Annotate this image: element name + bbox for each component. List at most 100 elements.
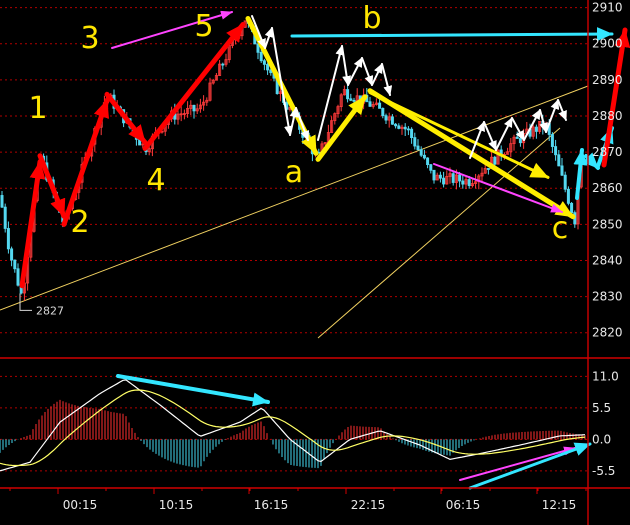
candle-body bbox=[486, 168, 490, 170]
candle-body bbox=[182, 113, 186, 115]
price-tick-label: 2900 bbox=[592, 37, 623, 51]
candle-body bbox=[371, 104, 375, 107]
candle-body bbox=[387, 116, 391, 121]
wave-labels: 2827 1 2 3 4 5 a b c bbox=[19, 1, 569, 317]
price-tick-label: 2910 bbox=[592, 1, 623, 15]
macd-divergence-arrow bbox=[459, 446, 576, 481]
wave-label-5: 5 bbox=[194, 9, 213, 44]
candle-body bbox=[147, 148, 151, 153]
sub-wave-arrow bbox=[317, 45, 345, 141]
trendline-support bbox=[0, 85, 589, 311]
candle-body bbox=[211, 79, 215, 84]
wave-label-c: c bbox=[552, 211, 569, 246]
wave-b-arrow bbox=[315, 94, 368, 162]
candle-body bbox=[493, 156, 497, 165]
candle-body bbox=[413, 137, 417, 147]
candle-body bbox=[214, 75, 218, 81]
candle-body bbox=[3, 206, 7, 229]
sub-wave-arrow bbox=[523, 109, 541, 141]
wave-label-3: 3 bbox=[80, 21, 99, 56]
candle-body bbox=[0, 195, 4, 208]
macd-bottom-arrow bbox=[468, 442, 592, 490]
price-tick-label: 2860 bbox=[592, 181, 623, 195]
price-tick-label: 2880 bbox=[592, 109, 623, 123]
price-tick-label: 2830 bbox=[592, 290, 623, 304]
x-tick-label: 22:15 bbox=[351, 498, 386, 512]
resistance-arrow bbox=[290, 27, 614, 42]
candle-body bbox=[336, 106, 340, 115]
candle-body bbox=[352, 99, 356, 102]
macd-top-arrow bbox=[116, 374, 270, 407]
candle-body bbox=[349, 98, 353, 101]
candle-body bbox=[259, 51, 263, 62]
sub-wave-arrow bbox=[371, 63, 383, 86]
candle-body bbox=[496, 149, 500, 165]
candle-body bbox=[342, 89, 346, 96]
wave-1-arrow bbox=[19, 159, 46, 289]
candle-body bbox=[186, 108, 190, 114]
rebound-arrow-1 bbox=[573, 148, 588, 200]
x-tick-label: 06:15 bbox=[446, 498, 481, 512]
projection-arrow bbox=[601, 27, 630, 168]
candle-body bbox=[384, 115, 388, 121]
sub-wave-arrow bbox=[271, 27, 293, 136]
candle-body bbox=[16, 268, 20, 286]
candle-body bbox=[534, 126, 538, 132]
price-tick-label: 2870 bbox=[592, 145, 623, 159]
candle-body bbox=[6, 228, 10, 250]
candle-body bbox=[506, 151, 510, 155]
wave-3-arrow bbox=[61, 97, 110, 227]
candle-body bbox=[179, 113, 183, 116]
candle-body bbox=[368, 101, 372, 107]
sub-wave-arrow bbox=[347, 57, 363, 86]
candle-body bbox=[509, 143, 513, 153]
divergence-arrow-top bbox=[111, 10, 233, 49]
price-tick-label: 2820 bbox=[592, 326, 623, 340]
sub-wave-arrow bbox=[264, 27, 274, 49]
candle-body bbox=[397, 125, 401, 129]
candle-body bbox=[474, 181, 478, 184]
candle-body bbox=[483, 168, 487, 174]
macd-tick-label: 0.0 bbox=[592, 432, 611, 446]
wave-label-b: b bbox=[362, 1, 381, 36]
low-marker-line bbox=[19, 293, 32, 311]
candle-body bbox=[195, 108, 199, 112]
candle-body bbox=[416, 145, 420, 151]
candle-body bbox=[531, 126, 535, 137]
candle-body bbox=[224, 59, 228, 65]
macd-panel bbox=[0, 379, 586, 472]
candle-body bbox=[438, 174, 442, 179]
candle-body bbox=[406, 128, 410, 131]
candle-body bbox=[432, 169, 436, 181]
sub-wave-arrow bbox=[251, 15, 266, 49]
candle-body bbox=[378, 102, 382, 109]
candle-body bbox=[400, 126, 404, 129]
candle-body bbox=[454, 174, 458, 183]
price-tick-label: 2840 bbox=[592, 253, 623, 267]
candle-body bbox=[394, 123, 398, 127]
candle-body bbox=[410, 128, 414, 138]
sub-wave-arrow bbox=[495, 117, 513, 151]
candle-body bbox=[422, 154, 426, 159]
sub-wave-arrow bbox=[295, 107, 310, 141]
candle-body bbox=[374, 102, 378, 105]
macd-dea-line bbox=[0, 389, 586, 467]
candle-body bbox=[419, 149, 423, 156]
sub-wave-arrow bbox=[511, 117, 525, 141]
candle-body bbox=[202, 101, 206, 106]
candle-body bbox=[403, 126, 407, 130]
candle-body bbox=[518, 138, 522, 144]
candle-body bbox=[205, 99, 209, 103]
x-tick-label: 12:15 bbox=[542, 498, 577, 512]
candle-body bbox=[451, 173, 455, 183]
sub-wave-arrow bbox=[545, 99, 560, 133]
divergence-arrow-bottom bbox=[433, 163, 563, 213]
candle-body bbox=[480, 172, 484, 177]
wave-label-1: 1 bbox=[28, 91, 47, 126]
x-tick-label: 10:15 bbox=[159, 498, 194, 512]
candle-body bbox=[458, 174, 462, 182]
macd-tick-label: 11.0 bbox=[592, 369, 619, 383]
candle-body bbox=[198, 104, 202, 110]
